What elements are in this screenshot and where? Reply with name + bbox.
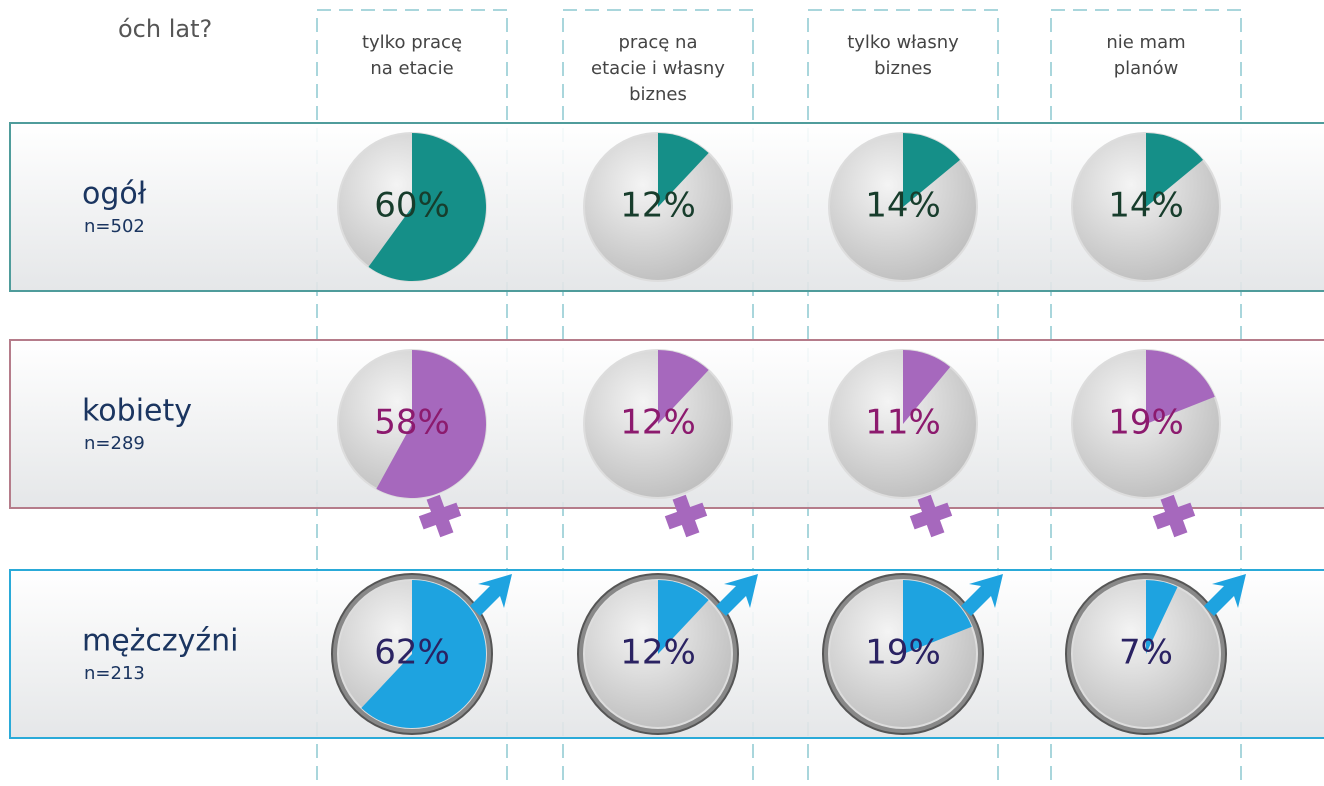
female-cross	[1152, 494, 1196, 538]
pie-slice	[368, 133, 487, 281]
row-sample: n=502	[84, 216, 145, 237]
pie-label: 60%	[374, 186, 450, 226]
male-arrow	[961, 574, 1003, 616]
pie-label: 12%	[620, 186, 696, 226]
pie-label: 62%	[374, 633, 450, 673]
pie-label: 7%	[1119, 633, 1173, 673]
column-label: nie mam planów	[1106, 32, 1186, 79]
column-label: pracę na etacie i własny biznes	[591, 32, 725, 105]
pie-slice	[1146, 350, 1215, 424]
column-label: tylko własny biznes	[847, 32, 959, 79]
column-box	[316, 9, 508, 786]
pie-label: 14%	[1108, 186, 1184, 226]
pie-label: 58%	[374, 403, 450, 443]
column-box	[807, 9, 999, 786]
column-box	[1050, 9, 1242, 786]
pie-slice	[1146, 580, 1178, 654]
pie-slice	[903, 133, 961, 207]
pie-slice	[903, 350, 951, 424]
row-name: ogół	[82, 177, 147, 212]
female-cross	[664, 494, 708, 538]
pie-label: 11%	[865, 403, 941, 443]
column-box	[562, 9, 754, 786]
pie-slice	[361, 580, 486, 728]
pie-slice	[903, 580, 972, 654]
row-name: kobiety	[82, 394, 192, 429]
row-sample: n=213	[84, 663, 145, 684]
pie-slice	[658, 580, 709, 654]
row-name: mężczyźni	[82, 624, 239, 659]
title: óch lat?	[118, 15, 212, 43]
pie-label: 12%	[620, 403, 696, 443]
male-arrow	[470, 574, 512, 616]
female-cross	[418, 494, 462, 538]
pie-label: 19%	[865, 633, 941, 673]
row-sample: n=289	[84, 433, 145, 454]
pie-label: 12%	[620, 633, 696, 673]
column-label: tylko pracę na etacie	[361, 32, 463, 79]
pie-slice	[658, 133, 709, 207]
pie-label: 19%	[1108, 403, 1184, 443]
pie-slice	[658, 350, 709, 424]
male-arrow	[1204, 574, 1246, 616]
pie-slice	[376, 350, 487, 499]
pie-slice	[1146, 133, 1204, 207]
male-arrow	[716, 574, 758, 616]
pie-label: 14%	[865, 186, 941, 226]
female-cross	[909, 494, 953, 538]
